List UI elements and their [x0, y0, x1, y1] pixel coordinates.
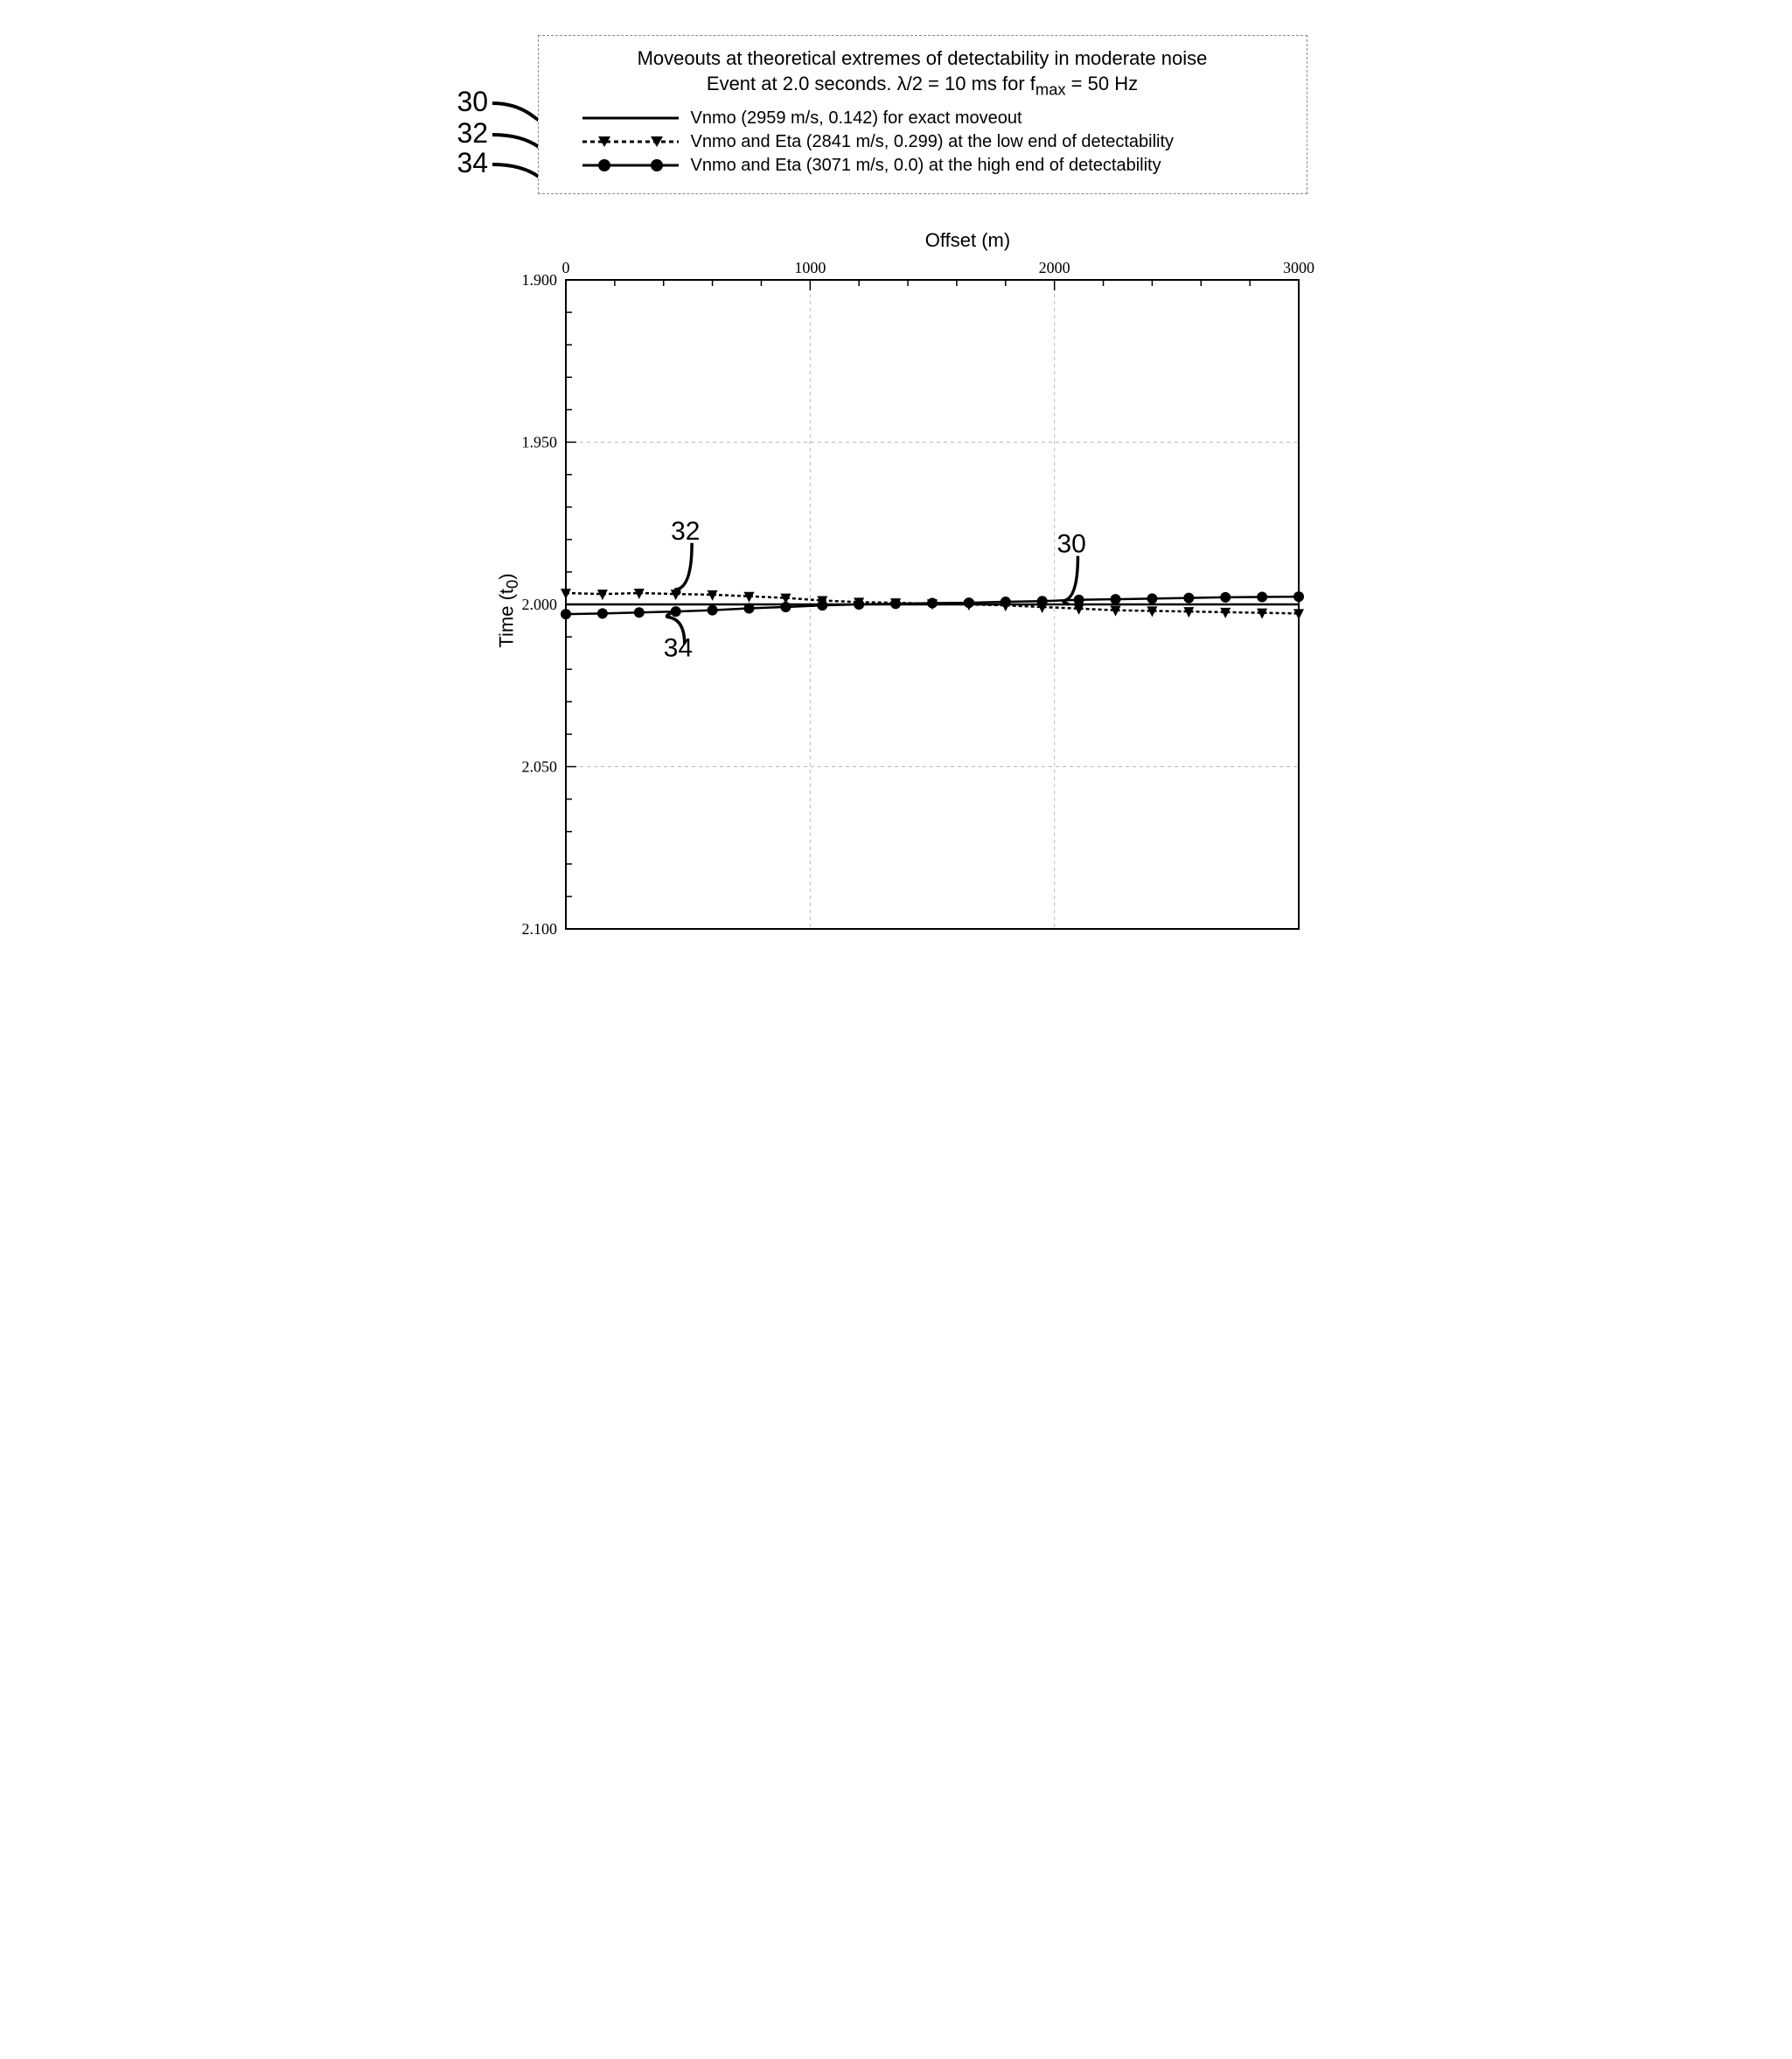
legend-callout-30: 30 — [457, 86, 489, 118]
legend-title-line1: Moveouts at theoretical extremes of dete… — [556, 46, 1289, 72]
x-tick-label: 1000 — [794, 259, 826, 276]
legend-callout-34: 34 — [457, 147, 489, 179]
legend-callout-32: 32 — [457, 117, 489, 150]
x-axis-label: Offset (m) — [566, 229, 1370, 252]
legend-item: Vnmo and Eta (2841 m/s, 0.299) at the lo… — [582, 132, 1289, 152]
plot-wrap: Offset (m) Time (t0) 01000200030001.9001… — [503, 229, 1342, 967]
y-tick-label: 2.000 — [521, 596, 557, 613]
legend-swatch — [582, 133, 679, 150]
legend-box: Moveouts at theoretical extremes of dete… — [538, 35, 1307, 194]
callout-label: 32 — [457, 117, 489, 149]
y-tick-label: 1.900 — [521, 271, 557, 289]
legend-item-text: Vnmo and Eta (2841 m/s, 0.299) at the lo… — [691, 132, 1175, 152]
legend-item: Vnmo and Eta (3071 m/s, 0.0) at the high… — [582, 156, 1289, 176]
plot-inner: Time (t0) 01000200030001.9001.9502.0002.… — [503, 255, 1342, 967]
legend-items: Vnmo (2959 m/s, 0.142) for exact moveout… — [556, 108, 1289, 176]
y-tick-label: 1.950 — [521, 433, 557, 450]
plot-callout-32: 32 — [671, 517, 700, 546]
callout-label: 30 — [457, 86, 489, 117]
legend-wrap: 30 32 34 Moveouts at theoretical extreme… — [538, 35, 1342, 194]
y-tick-label: 2.100 — [521, 920, 557, 938]
legend-item-text: Vnmo and Eta (3071 m/s, 0.0) at the high… — [691, 156, 1161, 176]
plot-callout-34: 34 — [663, 633, 692, 662]
y-axis-label: Time (t0) — [495, 574, 521, 648]
plot-callout-30: 30 — [1056, 529, 1085, 558]
legend-swatch — [582, 157, 679, 174]
callout-label: 34 — [457, 147, 489, 178]
plot-svg: 0 1000 2000 3000 1.900 1.950 2.000 2.050 2.100 32… — [503, 255, 1370, 962]
legend-item-text: Vnmo (2959 m/s, 0.142) for exact moveout — [691, 108, 1022, 129]
y-tick-label: 2.050 — [521, 757, 557, 775]
legend-title: Moveouts at theoretical extremes of dete… — [556, 46, 1289, 100]
legend-title-line2: Event at 2.0 seconds. λ/2 = 10 ms for fm… — [556, 72, 1289, 100]
legend-item: Vnmo (2959 m/s, 0.142) for exact moveout — [582, 108, 1289, 129]
x-tick-label: 0 — [561, 259, 569, 276]
legend-swatch — [582, 109, 679, 127]
x-tick-label: 2000 — [1038, 259, 1070, 276]
figure: 30 32 34 Moveouts at theoretical extreme… — [450, 35, 1342, 967]
x-tick-label: 3000 — [1283, 259, 1314, 276]
